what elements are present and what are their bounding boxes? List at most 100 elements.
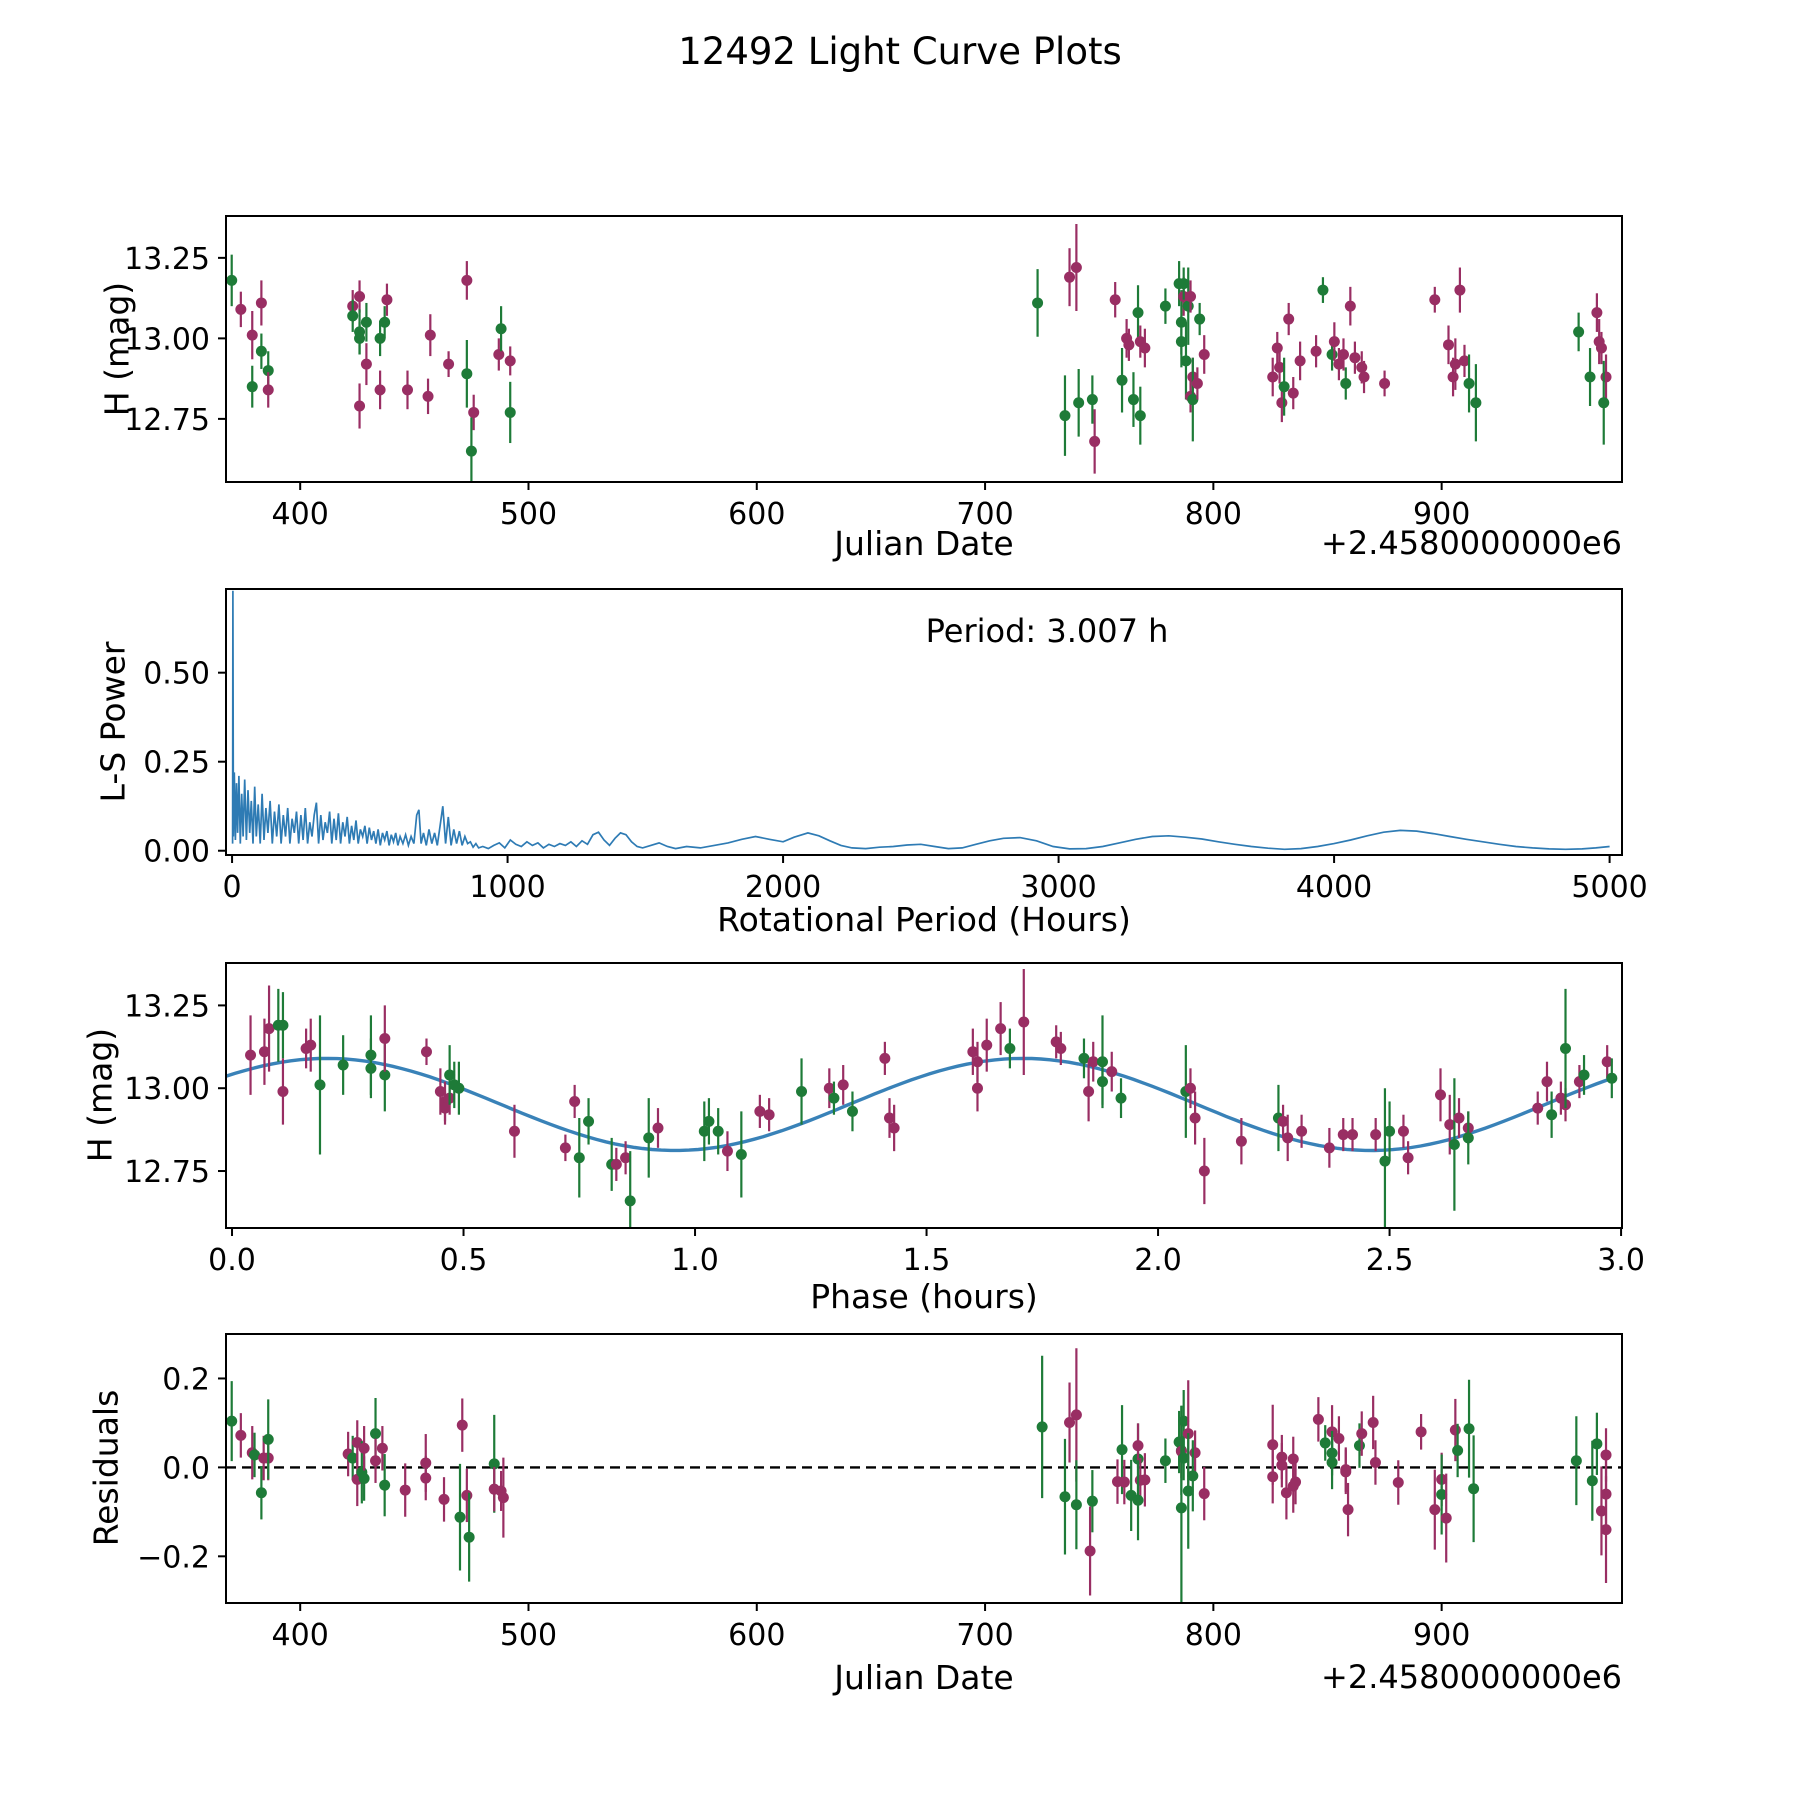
data-point: [754, 1105, 766, 1117]
data-point: [1440, 1512, 1452, 1524]
axis4-xlabel: Julian Date: [834, 1658, 1014, 1697]
data-point: [1560, 1042, 1572, 1054]
data-point: [422, 390, 434, 402]
data-point: [735, 1148, 747, 1160]
data-point: [1184, 1082, 1196, 1094]
data-point: [1178, 278, 1190, 290]
data-point: [1294, 355, 1306, 367]
data-point: [698, 1125, 710, 1137]
data-point: [1468, 1483, 1480, 1495]
data-point: [1064, 271, 1076, 283]
y-tick-label: 0.50: [143, 657, 210, 692]
data-point: [624, 1195, 636, 1207]
data-point: [1064, 1416, 1076, 1428]
data-point: [879, 1052, 891, 1064]
data-point: [569, 1095, 581, 1107]
data-point: [1078, 1052, 1090, 1064]
data-point: [1280, 1487, 1292, 1499]
data-point: [1337, 348, 1349, 360]
data-point: [981, 1039, 993, 1051]
data-point: [1436, 1489, 1448, 1501]
axis2-xlabel: Rotational Period (Hours): [717, 900, 1131, 939]
data-point: [438, 1493, 450, 1505]
y-tick-label: 12.75: [124, 1155, 210, 1190]
x-tick-label: 1.5: [903, 1243, 951, 1278]
data-point: [1267, 371, 1279, 383]
data-point: [420, 1472, 432, 1484]
data-point: [1277, 1115, 1289, 1127]
axes-frame: [225, 588, 1623, 856]
data-point: [1458, 355, 1470, 367]
data-point: [235, 1429, 247, 1441]
data-point: [277, 1086, 289, 1098]
data-point: [1591, 307, 1603, 319]
data-point: [354, 291, 366, 303]
data-point: [721, 1145, 733, 1157]
data-point: [235, 303, 247, 315]
data-point: [374, 332, 386, 344]
data-point: [495, 323, 507, 335]
data-point: [245, 1049, 257, 1061]
data-point: [1600, 1524, 1612, 1536]
data-point: [837, 1079, 849, 1091]
data-point: [1349, 352, 1361, 364]
data-point: [1397, 1125, 1409, 1137]
data-point: [1584, 371, 1596, 383]
data-point: [1086, 1495, 1098, 1507]
data-point: [1287, 387, 1299, 399]
data-point: [828, 1092, 840, 1104]
data-point: [1353, 1440, 1365, 1452]
data-point: [453, 1082, 465, 1094]
data-point: [1278, 381, 1290, 393]
data-point: [1296, 1125, 1308, 1137]
data-point: [1570, 1455, 1582, 1467]
phase-curve-plot: 0.0 0.5 1.0 1.5 2.0 2.5 3.0 12.75 13.00 13.25: [124, 962, 1645, 1278]
data-point: [1429, 1504, 1441, 1516]
data-point: [1084, 1545, 1096, 1557]
data-point: [1600, 371, 1612, 383]
y-tick-label: 0.2: [162, 1362, 210, 1397]
data-point: [1379, 377, 1391, 389]
sine-fit-line: [226, 1056, 1616, 1153]
data-point: [1595, 1505, 1607, 1517]
x-tick-label: 500: [500, 497, 557, 532]
y-tick-label: 0.0: [162, 1451, 210, 1486]
data-point: [1055, 1042, 1067, 1054]
data-point: [1096, 1076, 1108, 1088]
data-point: [1344, 300, 1356, 312]
data-point: [461, 1489, 473, 1501]
data-point: [360, 316, 372, 328]
data-point: [358, 1473, 370, 1485]
data-point: [1235, 1135, 1247, 1147]
figure-title: 12492 Light Curve Plots: [678, 30, 1122, 73]
data-point: [1369, 1456, 1381, 1468]
data-point: [1454, 284, 1466, 296]
data-point: [374, 384, 386, 396]
data-point: [1282, 1132, 1294, 1144]
x-tick-label: 900: [1413, 497, 1470, 532]
data-point: [424, 329, 436, 341]
x-tick-label: 800: [1185, 497, 1242, 532]
data-point: [1198, 1488, 1210, 1500]
data-point: [365, 1062, 377, 1074]
data-point: [497, 1492, 509, 1504]
data-point: [1271, 342, 1283, 354]
data-point: [381, 294, 393, 306]
data-point: [314, 1079, 326, 1091]
y-tick-label: 0.00: [143, 835, 210, 870]
data-point: [1447, 371, 1459, 383]
data-point: [1337, 1129, 1349, 1141]
data-point: [1326, 1456, 1338, 1468]
data-point: [1333, 358, 1345, 370]
y-tick-label: 13.25: [124, 242, 210, 277]
y-tick-label: 0.25: [143, 746, 210, 781]
data-point: [1180, 355, 1192, 367]
data-point: [1342, 1504, 1354, 1516]
x-tick-label: 800: [1185, 1618, 1242, 1653]
data-point: [1606, 1072, 1618, 1084]
data-point: [888, 1122, 900, 1134]
data-point: [610, 1158, 622, 1170]
data-point: [1290, 1476, 1302, 1488]
data-point: [1463, 377, 1475, 389]
